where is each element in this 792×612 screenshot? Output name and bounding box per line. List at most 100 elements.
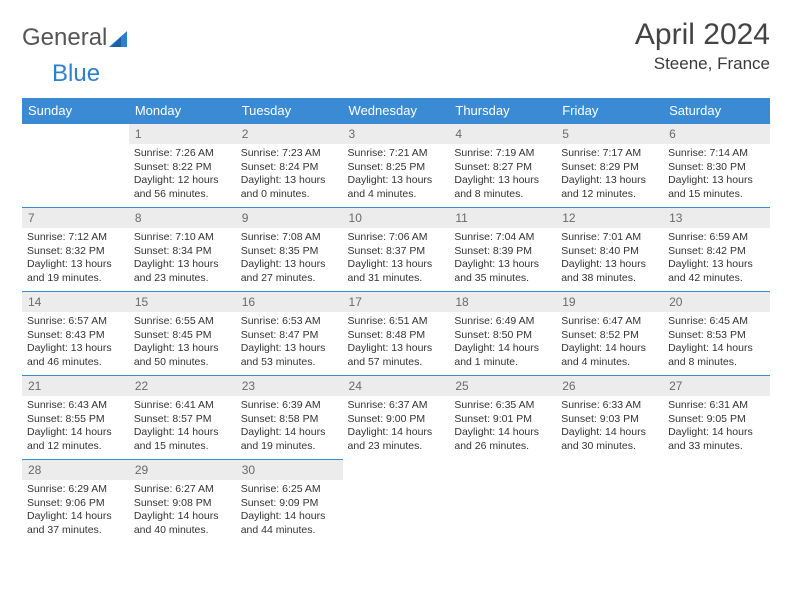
day-number: 30 [236,460,343,480]
daylight-text: and 12 minutes. [561,188,658,202]
sunrise-text: Sunrise: 7:19 AM [454,147,551,161]
day-details: Sunrise: 7:01 AMSunset: 8:40 PMDaylight:… [556,228,663,290]
day-details: Sunrise: 7:19 AMSunset: 8:27 PMDaylight:… [449,144,556,206]
logo-text-1: General [22,24,107,52]
calendar-day-cell: 14Sunrise: 6:57 AMSunset: 8:43 PMDayligh… [22,292,129,376]
daylight-text: Daylight: 14 hours [561,342,658,356]
day-details: Sunrise: 6:33 AMSunset: 9:03 PMDaylight:… [556,396,663,458]
weekday-header: Tuesday [236,98,343,124]
day-details: Sunrise: 6:37 AMSunset: 9:00 PMDaylight:… [343,396,450,458]
calendar-day-cell: 18 Sunrise: 6:49 AMSunset: 8:50 PMDayligh… [449,292,556,376]
calendar-day-cell: .. [449,460,556,544]
sunset-text: Sunset: 8:43 PM [27,329,124,343]
day-number: 16 [236,292,343,312]
daylight-text: Daylight: 13 hours [348,174,445,188]
calendar-day-cell: .. [343,460,450,544]
day-details: Sunrise: 6:39 AMSunset: 8:58 PMDaylight:… [236,396,343,458]
day-number: 2 [236,124,343,144]
sunrise-text: Sunrise: 7:01 AM [561,231,658,245]
daylight-text: Daylight: 14 hours [134,510,231,524]
day-number: 1 [129,124,236,144]
calendar-day-cell: .. [556,460,663,544]
sunrise-text: Sunrise: 6:53 AM [241,315,338,329]
daylight-text: Daylight: 14 hours [241,510,338,524]
daylight-text: and 40 minutes. [134,524,231,538]
daylight-text: and 0 minutes. [241,188,338,202]
sunrise-text: Sunrise: 7:04 AM [454,231,551,245]
daylight-text: and 30 minutes. [561,440,658,454]
calendar-body: .. 1Sunrise: 7:26 AMSunset: 8:22 PMDaylig… [22,124,770,544]
daylight-text: and 8 minutes. [668,356,765,370]
daylight-text: and 44 minutes. [241,524,338,538]
calendar-day-cell: .. [663,460,770,544]
daylight-text: and 46 minutes. [27,356,124,370]
day-details: Sunrise: 6:55 AMSunset: 8:45 PMDaylight:… [129,312,236,374]
sunrise-text: Sunrise: 6:41 AM [134,399,231,413]
calendar-day-cell: 5Sunrise: 7:17 AMSunset: 8:29 PMDaylight… [556,124,663,208]
sunset-text: Sunset: 8:42 PM [668,245,765,259]
daylight-text: and 33 minutes. [668,440,765,454]
day-number: 7 [22,208,129,228]
sunset-text: Sunset: 8:50 PM [454,329,551,343]
sunrise-text: Sunrise: 6:43 AM [27,399,124,413]
daylight-text: Daylight: 14 hours [668,426,765,440]
sunset-text: Sunset: 9:09 PM [241,497,338,511]
calendar-day-cell: 27Sunrise: 6:31 AMSunset: 9:05 PMDayligh… [663,376,770,460]
calendar-day-cell: 17Sunrise: 6:51 AMSunset: 8:48 PMDayligh… [343,292,450,376]
sunrise-text: Sunrise: 6:59 AM [668,231,765,245]
day-details: Sunrise: 7:12 AMSunset: 8:32 PMDaylight:… [22,228,129,290]
calendar-table: Sunday Monday Tuesday Wednesday Thursday… [22,98,770,544]
sunrise-text: Sunrise: 6:51 AM [348,315,445,329]
day-details: Sunrise: 6:35 AMSunset: 9:01 PMDaylight:… [449,396,556,458]
daylight-text: and 38 minutes. [561,272,658,286]
calendar-day-cell: 16Sunrise: 6:53 AMSunset: 8:47 PMDayligh… [236,292,343,376]
sunset-text: Sunset: 8:48 PM [348,329,445,343]
calendar-day-cell: 30Sunrise: 6:25 AMSunset: 9:09 PMDayligh… [236,460,343,544]
day-number: 18 [449,292,556,312]
sunset-text: Sunset: 8:57 PM [134,413,231,427]
sunrise-text: Sunrise: 6:49 AM [454,315,551,329]
calendar-day-cell: 10Sunrise: 7:06 AMSunset: 8:37 PMDayligh… [343,208,450,292]
sunrise-text: Sunrise: 6:47 AM [561,315,658,329]
day-details: Sunrise: 6:59 AMSunset: 8:42 PMDaylight:… [663,228,770,290]
sunset-text: Sunset: 8:29 PM [561,161,658,175]
day-number: 20 [663,292,770,312]
daylight-text: and 35 minutes. [454,272,551,286]
daylight-text: and 53 minutes. [241,356,338,370]
day-number: 3 [343,124,450,144]
day-number: 8 [129,208,236,228]
day-details: Sunrise: 7:14 AMSunset: 8:30 PMDaylight:… [663,144,770,206]
day-details: Sunrise: 6:47 AMSunset: 8:52 PMDaylight:… [556,312,663,374]
day-details: Sunrise: 7:26 AMSunset: 8:22 PMDaylight:… [129,144,236,206]
daylight-text: Daylight: 14 hours [454,342,551,356]
calendar-day-cell: 1Sunrise: 7:26 AMSunset: 8:22 PMDaylight… [129,124,236,208]
calendar-day-cell: 23Sunrise: 6:39 AMSunset: 8:58 PMDayligh… [236,376,343,460]
daylight-text: Daylight: 13 hours [27,342,124,356]
weekday-header: Sunday [22,98,129,124]
day-details: Sunrise: 7:10 AMSunset: 8:34 PMDaylight:… [129,228,236,290]
daylight-text: Daylight: 13 hours [561,174,658,188]
calendar-day-cell: 15Sunrise: 6:55 AMSunset: 8:45 PMDayligh… [129,292,236,376]
day-number: 26 [556,376,663,396]
sunrise-text: Sunrise: 6:39 AM [241,399,338,413]
calendar-day-cell: 19Sunrise: 6:47 AMSunset: 8:52 PMDayligh… [556,292,663,376]
weekday-header: Saturday [663,98,770,124]
daylight-text: Daylight: 13 hours [668,174,765,188]
day-number: 19 [556,292,663,312]
day-number: 22 [129,376,236,396]
daylight-text: and 4 minutes. [348,188,445,202]
day-number: 13 [663,208,770,228]
day-number: 28 [22,460,129,480]
day-number: 10 [343,208,450,228]
day-number: 4 [449,124,556,144]
weekday-header: Monday [129,98,236,124]
day-details: Sunrise: 6:45 AMSunset: 8:53 PMDaylight:… [663,312,770,374]
day-details: Sunrise: 6:57 AMSunset: 8:43 PMDaylight:… [22,312,129,374]
daylight-text: Daylight: 13 hours [241,258,338,272]
daylight-text: Daylight: 14 hours [134,426,231,440]
title-block: April 2024 Steene, France [635,18,770,74]
sunset-text: Sunset: 8:37 PM [348,245,445,259]
sunset-text: Sunset: 8:32 PM [27,245,124,259]
weekday-header: Thursday [449,98,556,124]
day-number: 29 [129,460,236,480]
